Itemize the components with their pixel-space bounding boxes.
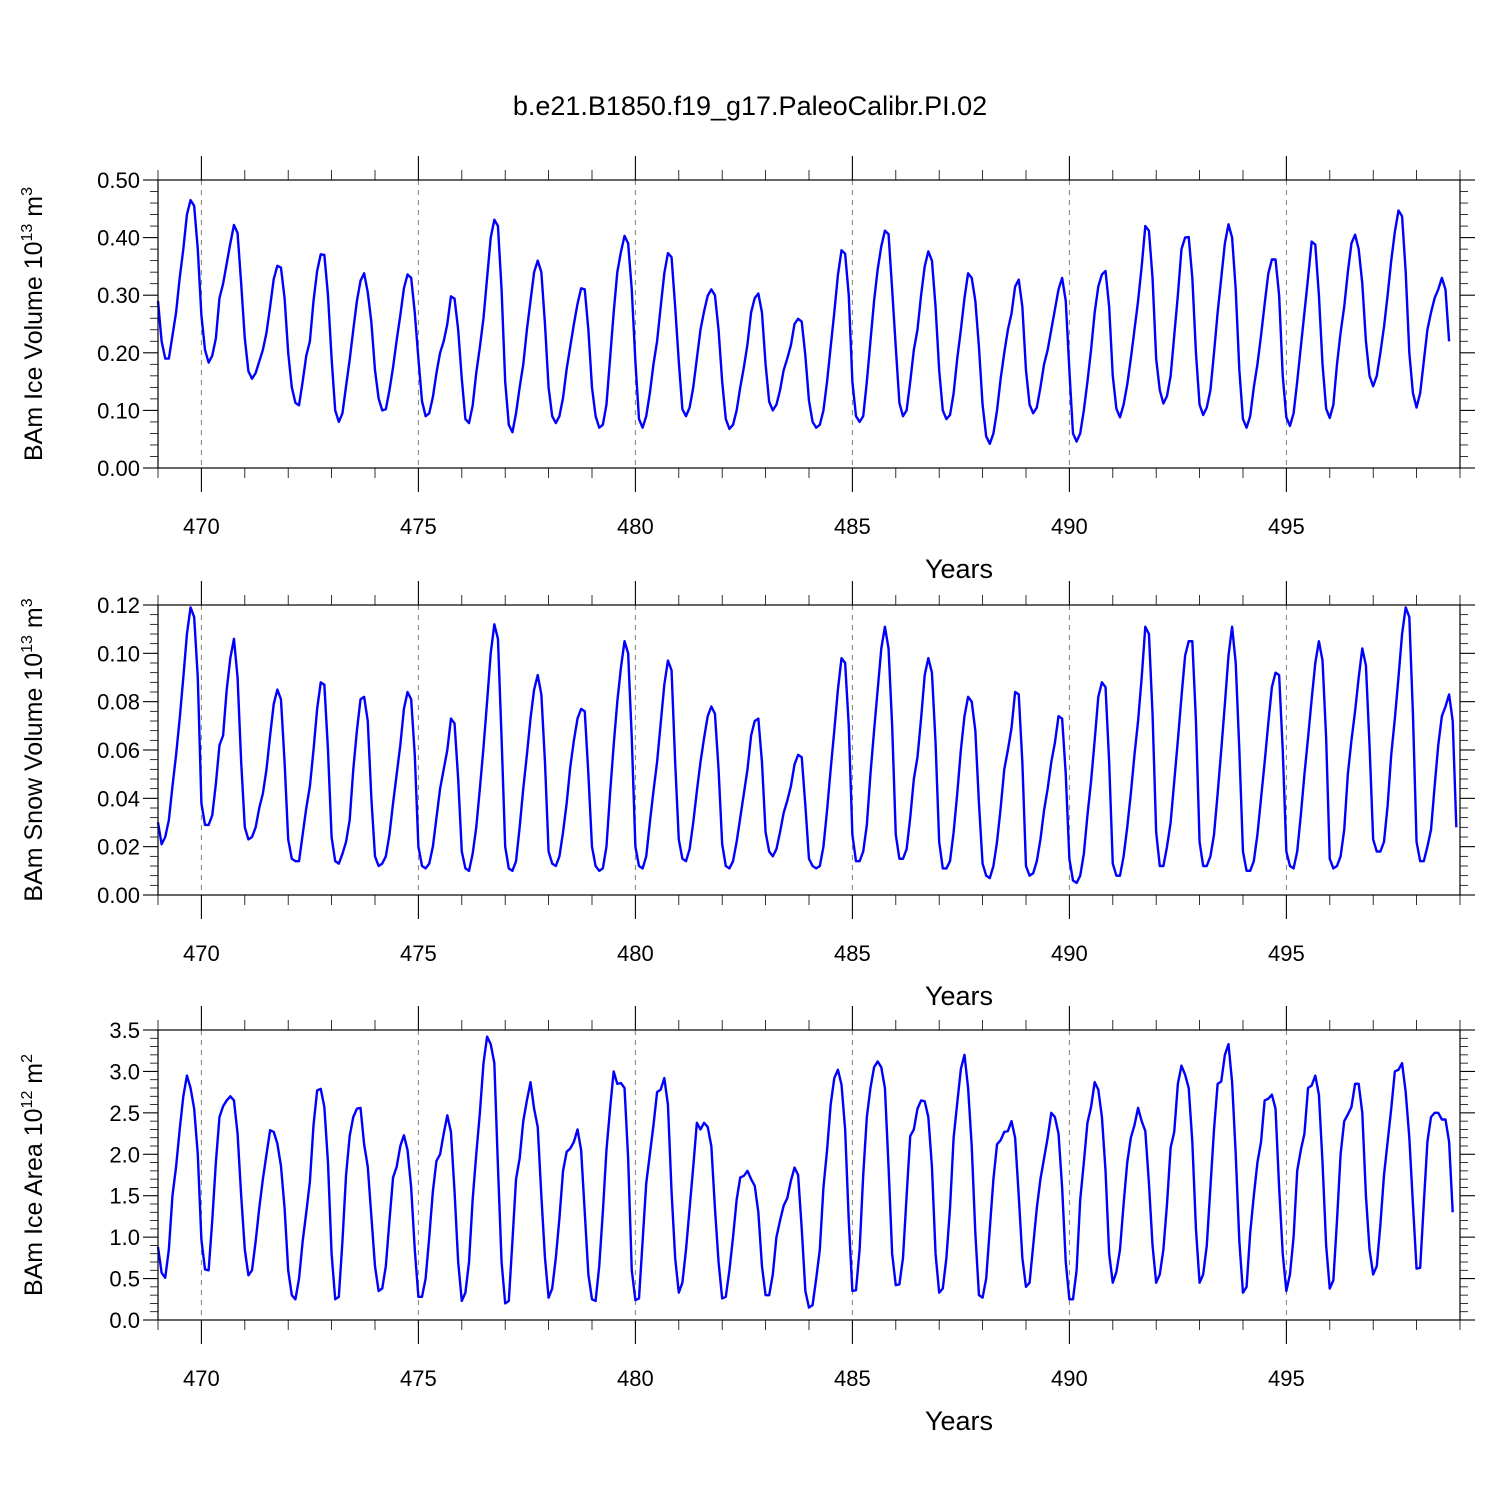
y-axis-label-main: BAm Snow Volume 10	[20, 653, 48, 902]
series-line	[156, 1035, 1454, 1309]
series-line	[156, 198, 1451, 446]
y-tick-label: 0.20	[97, 341, 140, 366]
y-tick-label: 2.5	[109, 1101, 140, 1126]
x-tick-label: 480	[617, 1366, 654, 1391]
y-tick-label: 0.0	[109, 1308, 140, 1333]
y-tick-label: 0.02	[97, 835, 140, 860]
plot-frame	[157, 1029, 1461, 1321]
y-tick-label: 0.00	[97, 456, 140, 481]
x-tick-label: 485	[834, 514, 871, 539]
y-tick-label: 0.30	[97, 283, 140, 308]
x-tick-label: 470	[183, 1366, 220, 1391]
y-tick-label: 0.12	[97, 593, 140, 618]
x-axis-label: Years	[925, 1406, 993, 1436]
y-tick-label: 3.5	[109, 1018, 140, 1043]
y-axis-label-exponent: 13	[19, 224, 36, 242]
y-axis-label-unit-exponent: 3	[19, 598, 36, 607]
x-tick-label: 490	[1051, 1366, 1088, 1391]
chart-panel-1: 470 475 480 485 490 495 0.00 0.10 0.20 0.30 0.40 0.…	[19, 156, 1475, 584]
y-tick-label: 0.00	[97, 883, 140, 908]
y-tick-label: 0.08	[97, 690, 140, 715]
x-tick-label: 495	[1268, 1366, 1305, 1391]
x-axis-label: Years	[925, 981, 993, 1011]
chart-panels: 470 475 480 485 490 495 0.00 0.10 0.20 0.30 0.40 0.…	[19, 156, 1475, 1436]
y-tick-label: 1.0	[109, 1225, 140, 1250]
x-axis-label: Years	[925, 554, 993, 584]
y-axis-label-unit: m	[20, 1063, 48, 1091]
y-tick-label: 0.06	[97, 738, 140, 763]
y-axis-label-exponent: 13	[19, 635, 36, 653]
y-tick-label: 0.10	[97, 641, 140, 666]
y-tick-label: 0.10	[97, 398, 140, 423]
x-tick-label: 475	[400, 1366, 437, 1391]
y-axis-label-main: BAm Ice Volume 10	[20, 241, 48, 461]
chart-panel-3: 470 475 480 485 490 495 0.0 0.5 1.0 1.5 2.0 2.5 3.0 3…	[19, 1006, 1475, 1436]
y-tick-label: 0.50	[97, 168, 140, 193]
y-axis-label-exponent: 12	[19, 1091, 36, 1109]
x-tick-label: 485	[834, 1366, 871, 1391]
chart-panel-2: 470 475 480 485 490 495 0.00 0.02 0.04 0.06 0.08 0.…	[19, 581, 1475, 1011]
x-tick-label: 495	[1268, 941, 1305, 966]
x-tick-label: 475	[400, 514, 437, 539]
y-axis-label-unit: m	[20, 196, 48, 224]
figure-title: b.e21.B1850.f19_g17.PaleoCalibr.PI.02	[513, 91, 987, 121]
x-tick-label: 495	[1268, 514, 1305, 539]
x-tick-label: 480	[617, 514, 654, 539]
y-axis-label-unit: m	[20, 607, 48, 635]
y-axis-label-unit-exponent: 3	[19, 187, 36, 196]
y-tick-label: 2.0	[109, 1142, 140, 1167]
y-tick-label: 3.0	[109, 1059, 140, 1084]
x-tick-label: 475	[400, 941, 437, 966]
x-tick-label: 490	[1051, 941, 1088, 966]
y-axis-label: BAm Snow Volume 1013 m3	[19, 598, 48, 901]
x-tick-label: 480	[617, 941, 654, 966]
y-axis-label-main: BAm Ice Area 10	[20, 1108, 48, 1296]
x-tick-label: 470	[183, 514, 220, 539]
y-axis-label-unit-exponent: 2	[19, 1054, 36, 1063]
y-axis-label: BAm Ice Volume 1013 m3	[19, 187, 48, 461]
y-axis-label: BAm Ice Area 1012 m2	[19, 1054, 48, 1296]
y-tick-label: 0.04	[97, 786, 140, 811]
y-tick-label: 0.40	[97, 226, 140, 251]
y-tick-label: 0.5	[109, 1267, 140, 1292]
y-tick-label: 1.5	[109, 1184, 140, 1209]
x-tick-label: 485	[834, 941, 871, 966]
x-tick-label: 490	[1051, 514, 1088, 539]
x-tick-label: 470	[183, 941, 220, 966]
series-line	[156, 606, 1458, 885]
